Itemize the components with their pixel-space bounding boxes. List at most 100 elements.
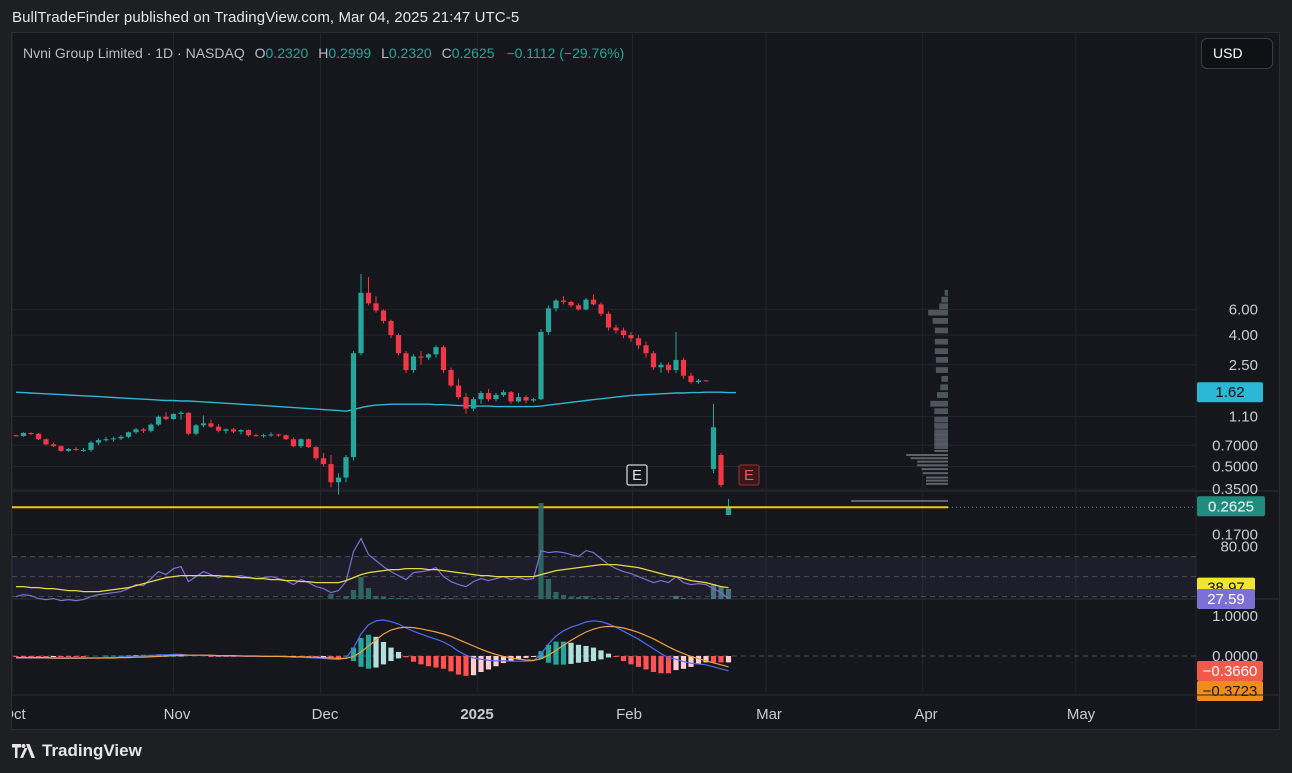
macd-histogram-bar [628,656,634,665]
candle-body [628,335,634,339]
volume-profile-bar [934,429,948,436]
rsi-volume-bar [628,598,634,599]
chart-canvas[interactable]: 6.00 4.00 2.50 1.10 0.7000 0.5000 0.3500 0.1700… [12,33,1279,729]
macd-histogram-bar [695,656,702,665]
macd-histogram-bar [403,656,409,658]
macd-histogram-bar [658,656,664,674]
candle-body [58,446,64,451]
macd-histogram-bar [365,634,372,669]
time-axis-tick: May [1067,706,1096,723]
rsi-volume-bar [650,598,657,599]
macd-histogram-bar [65,656,72,657]
volume-profile-bar [921,468,948,471]
candle-body [718,455,724,485]
candle-body [583,299,589,310]
macd-axis-tick: 0.0000 [1212,648,1258,665]
tradingview-brand[interactable]: TradingView [12,741,142,761]
time-axis-tick: Dec [312,706,339,723]
macd-histogram-bar [575,644,582,663]
volume-profile-bar [934,433,948,440]
rsi-volume-bar [643,598,649,599]
volume-profile-bar [944,289,948,296]
candle-body [73,448,79,450]
low-value: 0.2320 [388,45,432,61]
rsi-volume-bar [380,597,387,599]
candle-body [148,424,154,431]
rsi-volume-bar [395,598,402,599]
macd-histogram-bar [688,656,694,667]
price-axis-tick: 6.00 [1229,301,1258,318]
macd-histogram-bar [35,656,42,657]
candle-body [373,303,379,311]
price-axis-tick: 2.50 [1229,357,1258,374]
macd-histogram-bar [110,655,117,657]
rsi-volume-bar [448,598,454,599]
volume-profile-bar [932,318,948,324]
chart-panel[interactable]: 6.00 4.00 2.50 1.10 0.7000 0.5000 0.3500 0.1700… [11,32,1280,730]
rsi-tag: 27.59 [1207,591,1245,608]
macd-histogram-bar [43,656,49,657]
price-axis-tick: 0.7000 [1212,437,1258,454]
candle-body [328,464,334,483]
macd-axis-tick: 1.0000 [1212,608,1258,625]
rsi-volume-bar [403,598,409,599]
macd-histogram-bar [343,655,349,657]
price-axis-tick: 0.3500 [1212,481,1258,498]
rsi-volume-bar [605,598,612,599]
macd-line [16,619,729,672]
volume-profile-bar [922,472,948,475]
candle-body [500,392,507,395]
earnings-marker-frame [626,464,648,486]
candle-body [275,434,282,436]
candle-body [403,353,409,371]
volume-profile-bar [926,476,948,479]
candle-body [103,439,109,441]
candle-body [448,370,454,386]
candle-body [178,412,184,414]
macd-histogram-bar [530,656,537,657]
macd-histogram-bar [388,647,394,662]
rsi-volume-bar [560,595,567,599]
macd-histogram-bar [103,655,109,657]
macd-histogram-bar [620,656,627,662]
macd-histogram-bar [208,656,214,657]
rsi-volume-bar [703,598,709,599]
macd-histogram-bar [20,656,27,657]
macd-histogram-bar [665,656,672,674]
candle-body [650,353,657,368]
volume-profile-bar [937,392,948,398]
macd-histogram-bar [118,655,124,657]
last-price-tag-bg [1197,496,1265,517]
candle-body [673,359,679,371]
candle-body [13,435,19,437]
rsi-volume-bar [710,584,717,599]
open-label: O [254,45,266,61]
candle-body [20,432,27,437]
rsi-axis-tick: 80.00 [1220,539,1258,556]
volume-profile-bar [934,438,948,445]
rsi-volume-bar [463,598,469,599]
candle-body [185,412,192,434]
macd-histogram-bar [485,656,492,670]
macd-histogram-bar [673,656,679,671]
volume-profile-bar [928,309,948,316]
time-axis-tick: 2025 [460,706,493,723]
rsi-volume-bar [553,592,559,599]
candle-body [418,356,424,358]
candle-body [365,292,372,304]
macd-histogram-bar [583,646,589,662]
macd-histogram-bar [335,656,342,658]
candle-body [463,397,469,409]
candle-body [253,435,259,437]
earnings-marker-frame [738,464,760,486]
volume-profile-bar [926,482,948,485]
price-axis-tick: 0.1700 [1212,527,1258,544]
rsi-volume-bar [688,598,694,599]
macd-histogram-bar [560,641,567,665]
macd-tag: −0.3660 [1203,663,1258,680]
rsi-volume-bar [673,596,679,599]
currency-button[interactable]: USD [1201,38,1273,69]
rsi-volume-bar [350,590,357,599]
macd-histogram-bar [395,652,402,659]
tradingview-logo-icon [12,744,35,758]
